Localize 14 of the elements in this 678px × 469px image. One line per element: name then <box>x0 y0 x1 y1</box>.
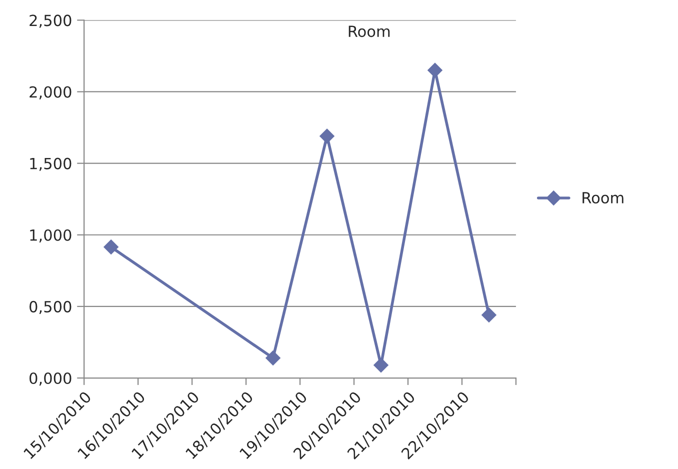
y-tick-label: 1,000 <box>30 229 72 242</box>
legend-label: Room <box>582 192 624 204</box>
y-tick-label: 2,000 <box>30 86 72 100</box>
point <box>374 358 388 373</box>
point <box>428 62 442 78</box>
point <box>266 350 280 366</box>
chart-title: Room <box>348 26 390 38</box>
y-tick-label: 0,000 <box>30 372 72 386</box>
y-tick-label: 1,500 <box>30 158 72 171</box>
point <box>482 308 496 322</box>
y-tick-label: 2,500 <box>30 14 72 28</box>
y-tick-label: 0,500 <box>30 300 72 314</box>
point <box>320 128 334 144</box>
point <box>104 240 118 254</box>
